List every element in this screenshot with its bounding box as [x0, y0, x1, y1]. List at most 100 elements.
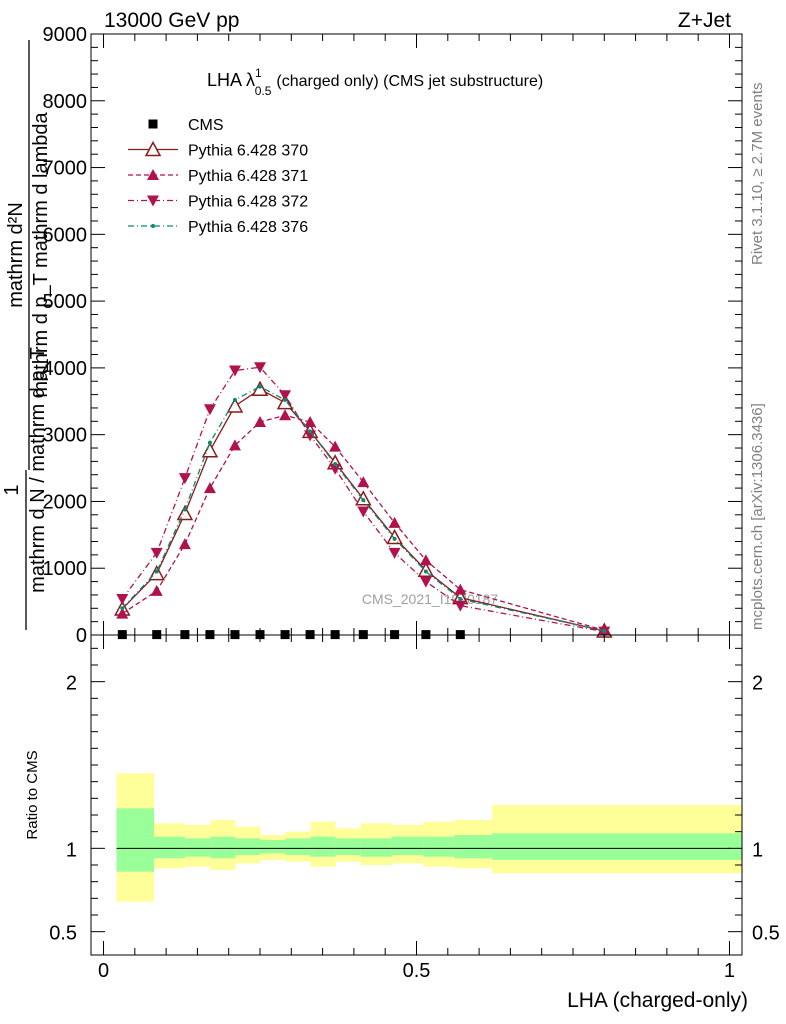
- series-point: [120, 606, 125, 611]
- series-point: [178, 473, 191, 485]
- ratio-y-tick-label-right: 0.5: [752, 923, 780, 945]
- series-point: [423, 569, 428, 574]
- series-point: [361, 498, 366, 503]
- ratio-frame: [90, 634, 743, 956]
- stat-uncertainty-band: [310, 836, 336, 857]
- ylabel-bottom: mathrm d N / mathrm d p_T: [27, 347, 49, 593]
- series-point: [283, 397, 288, 402]
- main-y-axis: 0 1000 2000 3000 4000 5000 6000 7000 8000 9000: [43, 24, 742, 647]
- main-y-tick-label: 1000: [43, 558, 88, 580]
- series-point: [116, 607, 129, 619]
- ratio-y-tick-label: 1: [66, 839, 77, 861]
- series-point: [182, 507, 187, 512]
- series-point: [279, 409, 292, 421]
- x-tick-label: 0: [98, 960, 109, 982]
- series-point: [207, 440, 212, 445]
- main-y-tick-label: 3000: [43, 425, 88, 447]
- series-point: [602, 628, 607, 633]
- series-point: [419, 576, 432, 588]
- series-point: [150, 547, 163, 559]
- series-point: [150, 584, 163, 596]
- legend-marker: [147, 169, 159, 180]
- main-y-tick-label: 0: [76, 625, 87, 647]
- main-y-label: mathrm d²N mathrm d p_T mathrm d lambda …: [1, 40, 52, 630]
- ratio-x-axis: 0 0.5 1: [98, 635, 735, 982]
- main-y-tick-label: 9000: [43, 24, 88, 46]
- process-label: Z+Jet: [678, 9, 731, 32]
- series-point: [228, 439, 241, 451]
- series-point: [304, 415, 317, 427]
- legend-marker: [147, 195, 159, 207]
- ratio-panel: 0.5 0.51 12 2 0 0.5 1 Ratio to CMS LHA (charg…: [24, 634, 780, 1012]
- stat-uncertainty-band: [423, 836, 455, 857]
- series-point: [357, 506, 370, 518]
- series-point: [228, 365, 241, 377]
- main-y-tick-label: 5000: [43, 291, 88, 313]
- series-point: [254, 415, 267, 427]
- legend-label: Pythia 6.428 372: [188, 194, 308, 211]
- stat-uncertainty-band: [210, 836, 236, 859]
- legend-marker: [151, 224, 155, 228]
- ylabel-one: 1: [1, 484, 23, 495]
- series-point: [254, 362, 267, 374]
- ratio-y-label: Ratio to CMS: [24, 750, 41, 839]
- series-point: [329, 440, 342, 452]
- legend-label: Pythia 6.428 376: [188, 219, 308, 236]
- series-point: [203, 482, 216, 494]
- title-sup: 1: [255, 66, 262, 80]
- series-point: [388, 547, 401, 559]
- series-point: [392, 536, 397, 541]
- x-tick-label: 1: [724, 960, 735, 982]
- stat-uncertainty-band: [185, 838, 211, 857]
- series-line: [121, 414, 605, 631]
- series-point: [329, 463, 342, 475]
- ratio-y-tick-label: 2: [66, 673, 77, 695]
- series-point: [154, 569, 159, 574]
- series-point: [419, 554, 432, 566]
- main-panel: 0 1000 2000 3000 4000 5000 6000 7000 8000 9000 CM…: [1, 24, 743, 647]
- title-sub: 0.5: [255, 84, 272, 98]
- energy-label: 13000 GeV pp: [104, 9, 239, 32]
- legend-label: Pythia 6.428 371: [188, 168, 308, 185]
- x-axis-label: LHA (charged-only): [567, 989, 748, 1012]
- series-point: [203, 404, 216, 416]
- main-y-tick-label: 7000: [43, 158, 88, 180]
- series-point: [454, 583, 467, 595]
- series-point: [333, 462, 338, 467]
- series-point: [178, 538, 191, 550]
- series-point: [388, 516, 401, 528]
- legend: CMS Pythia 6.428 370 Pythia 6.428 371 Pythi…: [128, 117, 308, 236]
- series-point: [279, 390, 292, 402]
- stat-uncertainty-band: [454, 835, 493, 859]
- series-point: [458, 596, 463, 601]
- stat-uncertainty-band: [260, 840, 286, 854]
- stat-uncertainty-band: [391, 836, 424, 855]
- main-y-tick-label: 8000: [43, 91, 88, 113]
- stat-uncertainty-band: [235, 838, 261, 855]
- rivet-label: Rivet 3.1.10, ≥ 2.7M events: [749, 83, 766, 266]
- series-point: [454, 600, 467, 612]
- x-tick-label: 0.5: [403, 960, 431, 982]
- stat-uncertainty-band: [116, 808, 155, 872]
- ylabel-top-den: mathrm d p_T mathrm d lambda: [30, 111, 52, 397]
- series-point: [357, 476, 370, 488]
- legend-label: Pythia 6.428 370: [188, 143, 308, 160]
- ylabel-top-num: mathrm d²N: [5, 202, 27, 308]
- series-point: [201, 442, 219, 458]
- ratio-y-axis: 0.5 0.5 1 1 2 2: [49, 647, 780, 945]
- stat-uncertainty-band: [492, 833, 742, 860]
- legend-marker: [144, 140, 162, 157]
- series-point: [304, 430, 317, 442]
- series-point: [232, 397, 237, 402]
- series-point: [258, 384, 263, 389]
- series-point: [308, 429, 313, 434]
- main-y-tick-label: 4000: [43, 358, 88, 380]
- ratio-y-tick-label: 0.5: [49, 923, 77, 945]
- ratio-bands: [116, 773, 742, 902]
- series-line: [121, 385, 605, 632]
- stat-uncertainty-band: [285, 838, 311, 855]
- stat-uncertainty-band: [335, 838, 361, 855]
- chart-title: LHA λ1 0.5 (charged only) (CMS jet substru…: [207, 66, 543, 98]
- series-point: [176, 504, 194, 521]
- legend-marker: [148, 119, 158, 129]
